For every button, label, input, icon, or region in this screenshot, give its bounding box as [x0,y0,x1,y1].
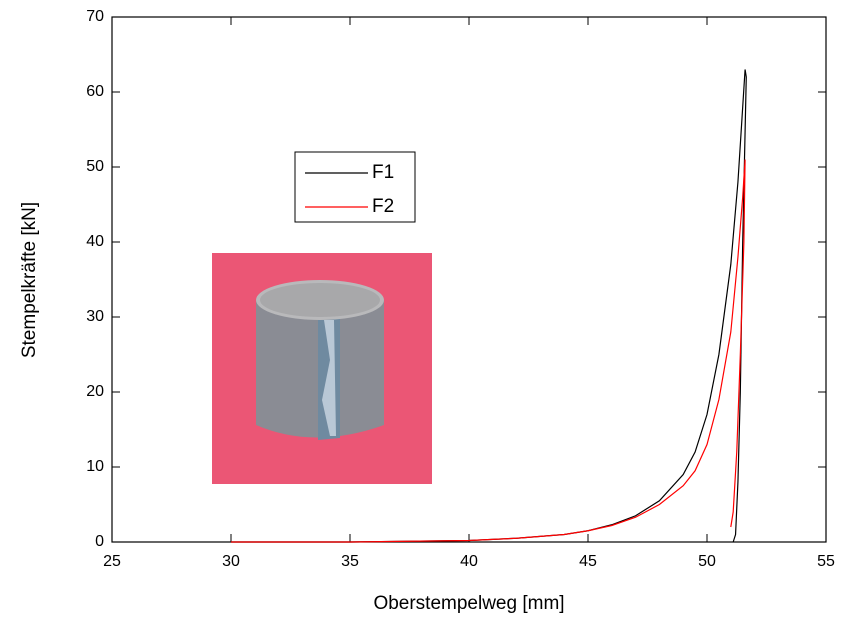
x-tick-label: 35 [341,553,359,570]
legend [294,151,416,223]
legend-label: F1 [372,162,394,183]
series-line [231,159,746,543]
y-tick-label: 40 [86,233,104,250]
x-tick-label: 25 [103,553,121,570]
y-axis-label: Stempelkräfte [kN] [19,202,40,358]
y-tick-label: 0 [95,533,104,550]
x-tick-label: 40 [460,553,478,570]
x-tick-label: 30 [222,553,240,570]
x-tick-label: 55 [817,553,835,570]
x-tick-label: 50 [698,553,716,570]
legend-box [294,151,416,223]
x-axis-label: Oberstempelweg [mm] [373,593,564,614]
y-tick-label: 70 [86,8,104,25]
y-tick-label: 10 [86,458,104,475]
x-tick-label: 45 [579,553,597,570]
y-tick-label: 50 [86,158,104,175]
y-tick-label: 20 [86,383,104,400]
inset-photo [212,253,432,484]
y-tick-label: 60 [86,83,104,100]
legend-label: F2 [372,196,394,217]
y-tick-label: 30 [86,308,104,325]
